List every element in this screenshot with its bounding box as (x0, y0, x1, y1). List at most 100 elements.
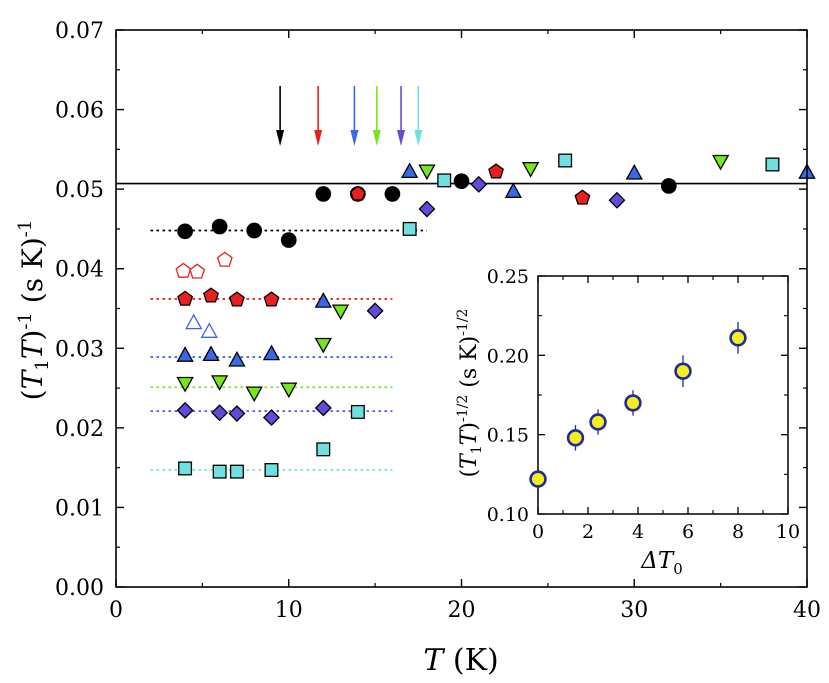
inset-point-0 (529, 470, 547, 488)
point-purple-diamonds-5 (366, 302, 384, 320)
arrow-4 (397, 86, 406, 146)
point-purple-diamonds-6 (418, 200, 436, 218)
point-red-open-pentagons-0 (175, 262, 192, 278)
point-black-circles-1 (211, 218, 228, 235)
point-cyan-squares-1 (212, 464, 227, 479)
y-tick-label: 0.01 (55, 496, 104, 521)
point-cyan-squares-5 (350, 404, 365, 419)
point-purple-diamonds-4 (314, 399, 332, 417)
inset-point-2 (589, 413, 607, 431)
arrow-0 (276, 86, 285, 146)
point-blue-triangles-5 (400, 162, 419, 179)
series-blue-triangles (176, 162, 816, 367)
main-plot: 0 10 20 30 400.000.010.020.030.040.050.060.0… (15, 19, 821, 678)
point-blue-triangles-3 (262, 344, 281, 361)
point-purple-diamonds-8 (608, 191, 626, 209)
point-green-triangles-6 (418, 164, 436, 181)
arrow-head (397, 130, 406, 146)
point-cyan-squares-9 (765, 157, 780, 172)
point-green-triangles-2 (245, 386, 263, 403)
inset-y-tick-label: 0.25 (487, 266, 529, 288)
inset-point-1 (566, 429, 585, 447)
point-green-triangles-7 (521, 162, 540, 178)
point-black-circles-8 (660, 178, 677, 194)
y-tick-label: 0.00 (55, 576, 104, 601)
arrow-head (276, 130, 285, 146)
x-tick-label: 0 (109, 598, 123, 623)
inset-plot: 0 2 4 6 8 10 0.10 0.15 0.20 0.25 ΔT0 (T1T)-1/2 (s K… (455, 266, 800, 578)
point-cyan-squares-0 (178, 461, 193, 476)
inset-y-axis-label: (T1T)-1/2 (s K)-1/2 (455, 309, 485, 478)
y-tick-label: 0.04 (55, 258, 104, 283)
arrow-2 (350, 86, 359, 146)
y-tick-label: 0.06 (55, 99, 104, 124)
inset-x-axis-label: ΔT0 (640, 548, 683, 578)
point-red-pentagons-6 (574, 189, 591, 205)
point-blue-triangles-4 (314, 292, 333, 308)
point-red-pentagons-3 (263, 291, 280, 307)
y-tick-label: 0.02 (55, 417, 104, 442)
inset-x-tick-label: 4 (632, 521, 644, 543)
series-purple-diamonds (176, 175, 626, 427)
x-axis-label: T (K) (423, 643, 498, 678)
inset-y-tick-label: 0.20 (487, 345, 529, 367)
point-red-pentagons-4 (349, 185, 366, 201)
x-tick-label: 20 (448, 598, 476, 623)
point-blue-triangles-1 (202, 345, 220, 362)
arrow-head (350, 130, 359, 146)
inset-x-tick-label: 2 (582, 521, 594, 543)
point-purple-diamonds-1 (211, 404, 229, 422)
point-red-open-pentagons-2 (216, 251, 233, 267)
point-red-pentagons-0 (177, 290, 194, 306)
point-purple-diamonds-7 (470, 175, 488, 193)
arrow-3 (372, 86, 381, 146)
inset-point-3 (624, 394, 642, 412)
inset-point-4 (674, 362, 692, 380)
series-red-open-pentagons (175, 251, 233, 279)
point-cyan-squares-4 (316, 442, 331, 457)
inset-x-tick-label: 10 (776, 521, 800, 543)
point-green-triangles-1 (211, 375, 229, 391)
series-cyan-squares (178, 153, 780, 479)
x-tick-label: 10 (275, 598, 303, 623)
arrow-1 (314, 86, 323, 146)
point-black-circles-6 (384, 186, 401, 202)
point-purple-diamonds-2 (228, 405, 246, 423)
y-tick-label: 0.03 (55, 337, 104, 362)
arrow-head (414, 130, 423, 146)
point-blue-open-triangles-0 (185, 313, 203, 330)
arrow-head (372, 130, 381, 146)
point-green-triangles-3 (280, 382, 298, 399)
point-red-pentagons-1 (203, 287, 219, 303)
point-cyan-squares-3 (264, 463, 279, 478)
arrow-head (314, 130, 323, 146)
point-red-pentagons-5 (488, 163, 504, 179)
point-green-triangles-0 (176, 376, 194, 393)
point-red-open-pentagons-1 (189, 263, 206, 279)
point-purple-diamonds-0 (176, 401, 194, 419)
inset-series-inset-points (529, 322, 747, 488)
point-blue-triangles-7 (625, 163, 643, 180)
series-blue-open-triangles (185, 313, 218, 338)
point-cyan-squares-2 (229, 464, 244, 479)
point-black-circles-7 (453, 173, 470, 190)
inset-frame (537, 275, 789, 515)
inset-x-tick-label: 6 (682, 521, 694, 543)
point-black-circles-3 (280, 232, 297, 248)
arrow-5 (414, 86, 423, 146)
point-blue-triangles-0 (176, 346, 194, 362)
point-black-circles-0 (177, 223, 193, 240)
series-red-pentagons (177, 163, 591, 307)
y-axis-label: (T1T)-1 (s K)-1 (15, 220, 53, 401)
series-green-triangles (176, 154, 730, 403)
point-blue-open-triangles-1 (200, 322, 218, 338)
point-blue-triangles-2 (228, 350, 246, 367)
inset-y-tick-label: 0.10 (487, 504, 529, 526)
x-tick-label: 40 (793, 598, 821, 623)
point-cyan-squares-7 (437, 173, 452, 188)
point-cyan-squares-8 (558, 153, 573, 168)
y-tick-label: 0.07 (55, 19, 104, 44)
point-green-triangles-5 (331, 304, 350, 321)
inset-point-5 (729, 329, 747, 347)
